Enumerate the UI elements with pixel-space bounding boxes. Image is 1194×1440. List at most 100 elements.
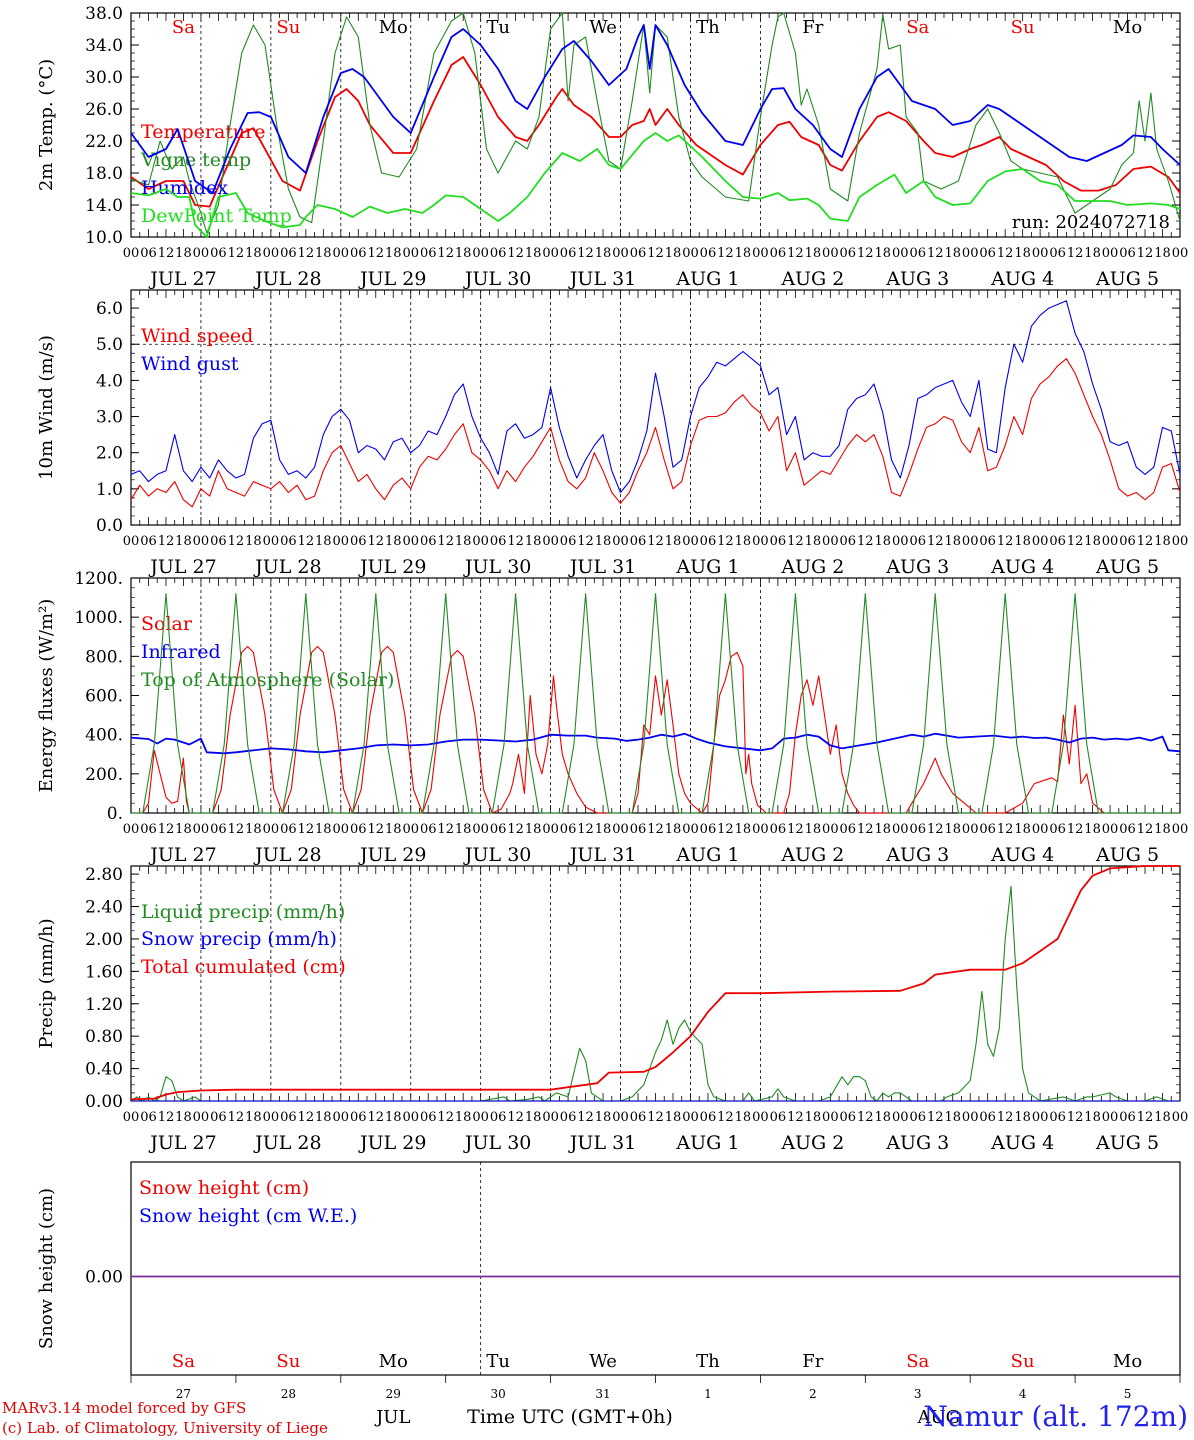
x-hour-label: 06	[1119, 822, 1136, 837]
x-date-label: AUG 1	[675, 268, 739, 290]
snow-day-of-week-label: Th	[696, 1351, 720, 1372]
x-hour-label: 06	[979, 246, 996, 261]
day-of-week-label: Sa	[906, 17, 929, 38]
x-hour-label: 06	[280, 822, 297, 837]
x-hour-label: 18	[595, 246, 612, 261]
legend-entry: Wind speed	[141, 325, 253, 347]
y-tick-label: 5.0	[96, 335, 123, 355]
x-hour-label: 00	[1172, 246, 1189, 261]
x-hour-label: 18	[875, 1110, 892, 1125]
y-tick-label: 1.60	[85, 962, 123, 982]
x-hour-label: 00	[402, 1110, 419, 1125]
day-of-week-label: Sa	[172, 17, 195, 38]
x-hour-label: 18	[805, 534, 822, 549]
x-hour-label: 18	[805, 822, 822, 837]
x-date-label: AUG 5	[1095, 844, 1159, 866]
panel-4: 0.00 0.40 0.80 1.20 1.60 2.00 2.40 2.80 Precip (…	[36, 865, 1188, 1154]
x-hour-label: 12	[787, 1110, 804, 1125]
x-hour-label: 18	[315, 822, 332, 837]
x-date-label: JUL 27	[148, 844, 216, 866]
x-hour-label: 12	[437, 534, 454, 549]
x-hour-label: 06	[140, 246, 157, 261]
x-hour-label: 00	[263, 1110, 280, 1125]
x-hour-label: 12	[577, 822, 594, 837]
x-hour-label: 00	[402, 246, 419, 261]
x-hour-label: 06	[770, 534, 787, 549]
x-date-label: JUL 31	[568, 844, 636, 866]
x-hour-label: 06	[420, 246, 437, 261]
x-hour-label: 18	[944, 1110, 961, 1125]
x-hour-label: 18	[595, 822, 612, 837]
x-hour-label: 00	[962, 246, 979, 261]
x-hour-label: 06	[630, 534, 647, 549]
panel-2: 0.0 1.0 2.0 3.0 4.0 5.0 6.0 10m Wind (m/s) Wind …	[36, 289, 1188, 578]
x-hour-label: 18	[385, 534, 402, 549]
x-hour-label: 18	[525, 246, 542, 261]
x-hour-label: 18	[665, 246, 682, 261]
x-hour-label: 06	[210, 534, 227, 549]
x-hour-label: 00	[1172, 822, 1189, 837]
x-hour-label: 06	[210, 1110, 227, 1125]
x-date-label: AUG 2	[780, 1132, 844, 1154]
x-hour-label: 18	[175, 246, 192, 261]
y-axis-label: Snow height (cm)	[36, 1188, 57, 1349]
x-hour-label: 18	[245, 246, 262, 261]
legend-entry: Solar	[141, 613, 193, 635]
x-hour-label: 00	[752, 822, 769, 837]
day-of-week-label: Th	[696, 17, 720, 38]
x-hour-label: 00	[193, 822, 210, 837]
x-hour-label: 12	[787, 534, 804, 549]
x-hour-label: 06	[1119, 246, 1136, 261]
y-tick-label: 600.	[85, 687, 123, 707]
y-tick-label: 6.0	[96, 299, 123, 319]
x-hour-label: 06	[700, 534, 717, 549]
x-hour-label: 00	[542, 822, 559, 837]
x-date-label: JUL 27	[148, 1132, 216, 1154]
x-hour-label: 06	[770, 1110, 787, 1125]
x-hour-label: 12	[158, 534, 175, 549]
x-hour-label: 12	[1067, 246, 1084, 261]
snow-day-of-week-label: Mo	[1113, 1351, 1142, 1372]
day-number-label: 1	[704, 1387, 712, 1401]
x-hour-label: 12	[717, 534, 734, 549]
day-of-week-label: Su	[276, 17, 300, 38]
x-hour-label: 00	[472, 822, 489, 837]
x-minor-ticks	[130, 290, 1181, 525]
x-hour-label: 00	[1102, 822, 1119, 837]
y-tick-label: 0.	[107, 804, 123, 824]
x-hour-label: 06	[350, 246, 367, 261]
y-tick-label: 2.80	[85, 865, 123, 885]
x-hour-label: 00	[682, 1110, 699, 1125]
lab-credit: (c) Lab. of Climatology, University of L…	[2, 1419, 328, 1437]
x-hour-label: 12	[298, 246, 315, 261]
x-date-label: JUL 30	[463, 268, 531, 290]
x-hour-label: 18	[1084, 822, 1101, 837]
series-infrared	[130, 732, 1181, 755]
y-tick-label: 4.0	[96, 371, 123, 391]
x-date-label: AUG 3	[885, 844, 949, 866]
x-hour-label: 06	[840, 246, 857, 261]
x-hour-label: 18	[455, 1110, 472, 1125]
x-hour-label: 18	[525, 1110, 542, 1125]
x-hour-label: 12	[158, 246, 175, 261]
x-hour-label: 06	[140, 534, 157, 549]
x-hour-label: 12	[787, 246, 804, 261]
x-hour-label: 18	[665, 822, 682, 837]
y-tick-label: 22.0	[85, 132, 123, 152]
y-tick-label: 2.0	[96, 444, 123, 464]
x-hour-label: 00	[333, 246, 350, 261]
x-date-label: JUL 30	[463, 1132, 531, 1154]
x-hour-label: 06	[979, 822, 996, 837]
x-hour-label: 06	[630, 246, 647, 261]
x-hour-label: 06	[1119, 1110, 1136, 1125]
x-hour-label: 00	[612, 822, 629, 837]
panel-1: 10.0 14.0 18.0 22.0 26.0 30.0 34.0 38.0 2m Temp.…	[36, 4, 1188, 290]
x-hour-label: 12	[158, 822, 175, 837]
x-hour-label: 12	[857, 246, 874, 261]
x-hour-label: 12	[507, 246, 524, 261]
day-number-label: 3	[914, 1387, 922, 1401]
y-tick-label: 10.0	[85, 228, 123, 248]
series-wind-speed	[130, 358, 1181, 508]
month-label-jul: JUL	[374, 1407, 410, 1428]
run-annotation: run: 2024072718	[1012, 212, 1170, 233]
